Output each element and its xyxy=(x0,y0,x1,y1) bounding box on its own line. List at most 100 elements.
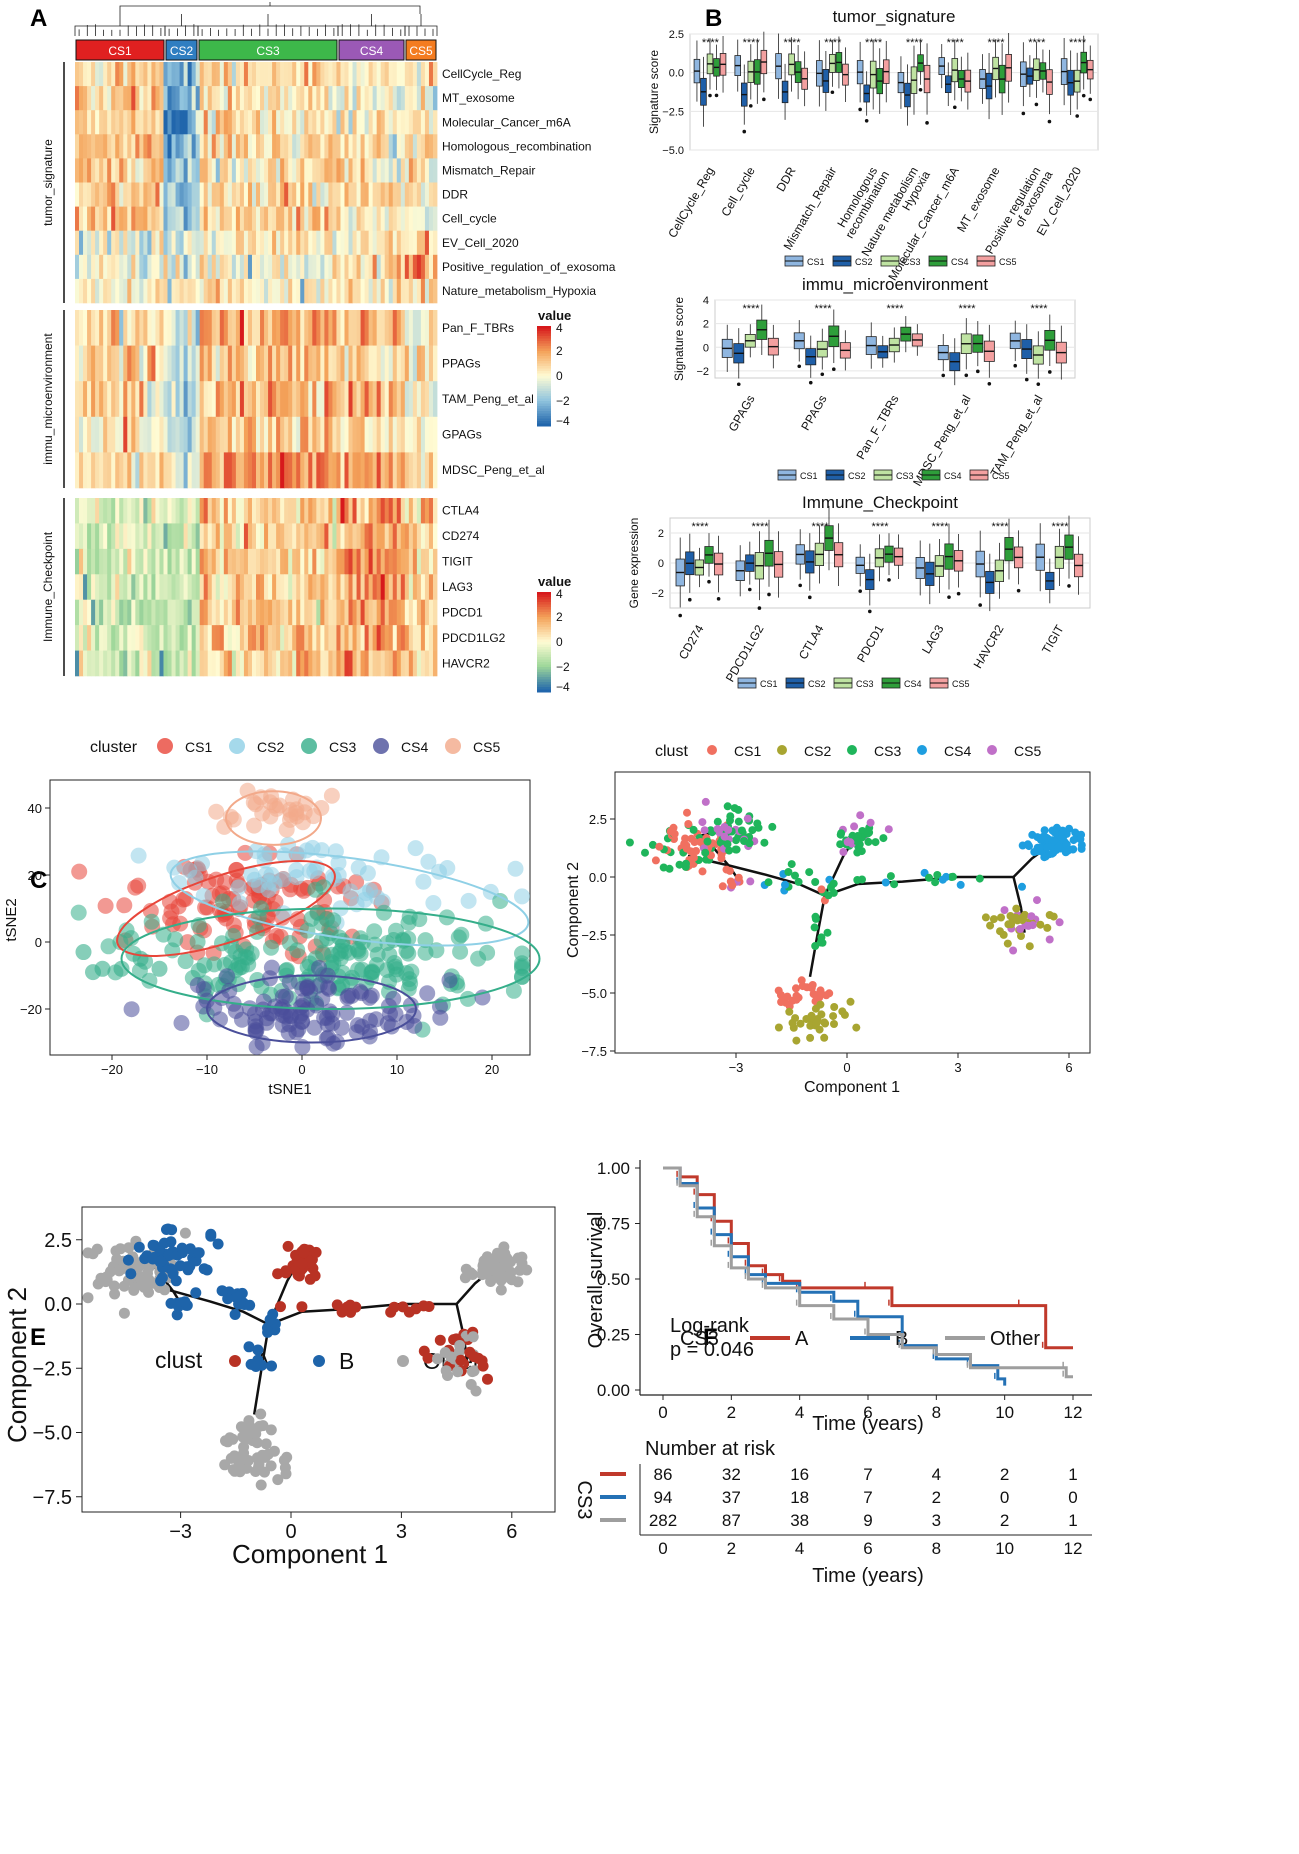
box-outlier xyxy=(820,372,825,377)
legend-label-cs1: CS1 xyxy=(760,679,778,689)
trajectory-point xyxy=(1055,918,1064,927)
tsne-point xyxy=(262,1005,279,1022)
heatmap-cell xyxy=(400,625,406,651)
heatmap-cell xyxy=(260,574,265,601)
heatmap-cell xyxy=(420,278,426,304)
heatmap-cell xyxy=(119,278,124,304)
heatmap-cell xyxy=(111,158,116,183)
heatmap-cell xyxy=(308,310,313,346)
heatmap-cell xyxy=(284,182,289,207)
heatmap-cell xyxy=(195,182,201,207)
risk-count: 37 xyxy=(722,1488,741,1507)
heatmap-cell xyxy=(384,599,390,626)
trajectory-point xyxy=(722,865,731,874)
heatmap-cell xyxy=(264,86,269,111)
heatmap-cell xyxy=(416,86,422,111)
heatmap-cell xyxy=(151,278,156,304)
trajectory-point xyxy=(235,1421,247,1433)
heatmap-cell xyxy=(264,254,269,280)
heatmap-cell xyxy=(308,62,313,87)
heatmap-cell xyxy=(183,416,189,453)
heatmap-cell xyxy=(356,134,361,159)
risk-x-tick-label: 0 xyxy=(658,1539,667,1558)
trajectory-point xyxy=(731,845,740,854)
trajectory-point xyxy=(114,1243,126,1255)
heatmap-cell xyxy=(392,650,398,677)
heatmap-cell xyxy=(308,206,313,231)
legend-swatch xyxy=(537,406,551,409)
heatmap-cell xyxy=(376,625,382,651)
trajectory-point xyxy=(655,842,664,851)
heatmap-cell xyxy=(211,110,217,135)
heatmap-cell xyxy=(203,86,209,111)
trajectory-point xyxy=(791,1014,800,1023)
trajectory-point xyxy=(1007,920,1016,929)
heatmap-cell xyxy=(264,230,269,256)
heatmap-cell xyxy=(99,278,104,304)
heatmap-cell xyxy=(408,574,414,601)
y-tick-label: 0.0 xyxy=(669,68,684,80)
trajectory-point xyxy=(948,872,957,881)
legend-swatch xyxy=(537,333,551,337)
cluster-ellipse-cs4 xyxy=(206,974,417,1044)
heatmap-cell xyxy=(300,650,305,677)
legend-swatch xyxy=(537,687,551,690)
heatmap-cell xyxy=(424,134,430,159)
heatmap-cell xyxy=(111,310,116,346)
box-outlier xyxy=(748,587,752,592)
cluster-bar-cs5 xyxy=(405,39,437,61)
heatmap-cell xyxy=(251,548,257,575)
heatmap-cell xyxy=(187,86,193,111)
heatmap-cell xyxy=(123,62,128,87)
box-outlier xyxy=(976,369,980,374)
heatmap-cell xyxy=(143,134,148,159)
trajectory-point xyxy=(682,859,690,868)
heatmap-cell xyxy=(392,254,398,280)
tsne-point xyxy=(459,990,476,1007)
heatmap-cell xyxy=(235,310,241,346)
legend-tick-2: 0 xyxy=(556,635,563,649)
heatmap-cell xyxy=(147,110,152,135)
heatmap-cell xyxy=(264,599,269,626)
heatmap-cell xyxy=(183,650,189,677)
heatmap-cell xyxy=(272,254,277,280)
heatmap-cell xyxy=(87,574,92,601)
heatmap-cell xyxy=(332,523,337,550)
trajectory-point xyxy=(1043,923,1052,932)
heatmap-cell xyxy=(231,498,237,524)
heatmap-cell xyxy=(412,110,418,135)
heatmap-cell xyxy=(199,134,205,159)
heatmap-cell xyxy=(239,625,245,651)
heatmap-cell xyxy=(103,86,108,111)
heatmap-cell xyxy=(211,416,217,453)
heatmap-cell xyxy=(127,452,132,489)
heatmap-cell xyxy=(243,381,249,418)
heatmap-cell xyxy=(147,206,152,231)
heatmap-cell xyxy=(428,62,434,87)
heatmap-cell xyxy=(87,230,92,256)
heatmap-cell xyxy=(91,182,96,207)
heatmap-cell xyxy=(199,498,205,524)
heatmap-cell xyxy=(103,452,108,489)
heatmap-cell xyxy=(288,278,293,304)
panel-d: D clustCS1CS2CS3CS4CS5−30362.50.0−2.5−5.… xyxy=(565,743,1091,1096)
heatmap-cell xyxy=(99,230,104,256)
trajectory-point xyxy=(252,1344,264,1356)
heatmap-cell xyxy=(308,599,313,626)
heatmap-cell xyxy=(276,625,281,651)
trajectory-point xyxy=(397,1301,409,1313)
legend-swatch xyxy=(537,373,551,377)
heatmap-cell xyxy=(243,310,249,346)
heatmap-cell xyxy=(392,548,398,575)
legend-swatch xyxy=(537,421,551,424)
heatmap-cell xyxy=(191,182,197,207)
box-outlier xyxy=(1036,382,1041,386)
trajectory-point xyxy=(794,877,803,886)
significance-stars: **** xyxy=(742,303,760,315)
heatmap-cell xyxy=(408,182,414,207)
heatmap-cell xyxy=(107,599,112,626)
heatmap-cell xyxy=(163,498,168,524)
panel-f-label: F xyxy=(703,1324,718,1351)
heatmap-cell xyxy=(404,574,410,601)
heatmap-cell xyxy=(127,599,132,626)
